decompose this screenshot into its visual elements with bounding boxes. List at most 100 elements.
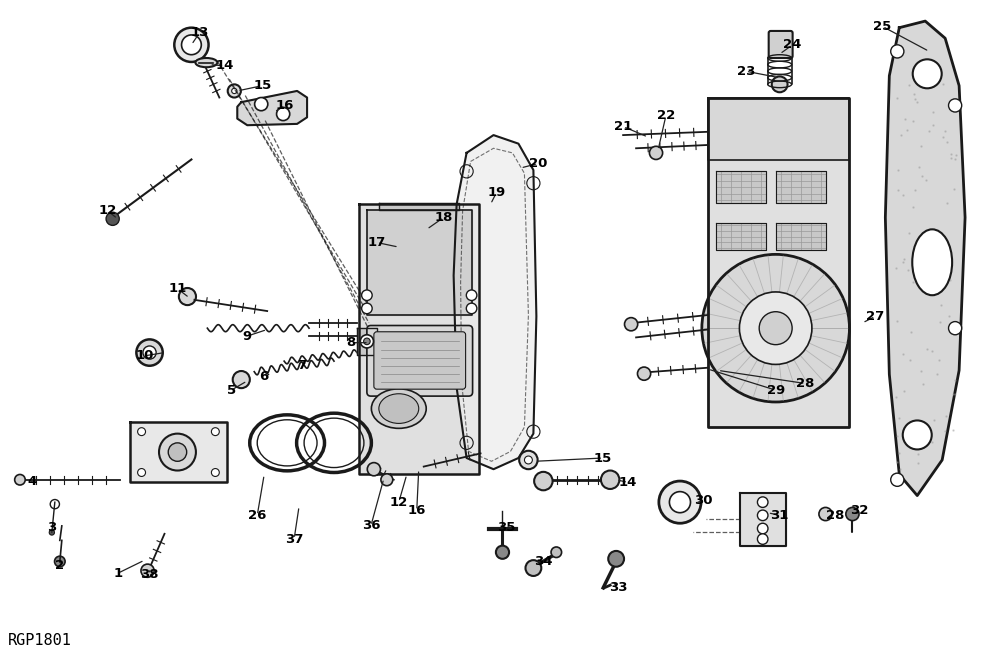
Text: 9: 9 — [242, 330, 252, 343]
Text: 14: 14 — [619, 476, 637, 489]
Polygon shape — [776, 223, 826, 250]
Text: 30: 30 — [694, 494, 712, 507]
Text: 36: 36 — [362, 519, 380, 532]
Circle shape — [948, 322, 962, 335]
Circle shape — [138, 469, 146, 476]
Text: 28: 28 — [797, 377, 815, 390]
Circle shape — [168, 443, 186, 461]
Circle shape — [362, 303, 372, 314]
Text: 29: 29 — [767, 384, 785, 397]
Circle shape — [137, 339, 163, 366]
Circle shape — [496, 546, 509, 559]
Text: 25: 25 — [873, 20, 891, 33]
Circle shape — [702, 254, 849, 402]
Text: 20: 20 — [529, 157, 547, 170]
Text: 17: 17 — [368, 236, 386, 249]
Circle shape — [525, 560, 541, 576]
Ellipse shape — [195, 58, 217, 67]
Text: 13: 13 — [190, 26, 208, 40]
Polygon shape — [716, 171, 766, 203]
Text: 27: 27 — [866, 310, 884, 323]
Text: 8: 8 — [346, 336, 356, 349]
Text: 28: 28 — [827, 509, 844, 522]
Circle shape — [467, 290, 477, 301]
Text: 2: 2 — [55, 559, 65, 572]
Text: 35: 35 — [498, 521, 515, 534]
Text: RGP1801: RGP1801 — [8, 633, 72, 648]
Circle shape — [362, 290, 372, 301]
Polygon shape — [708, 98, 849, 427]
Circle shape — [601, 471, 619, 489]
Circle shape — [608, 551, 624, 567]
Circle shape — [49, 530, 55, 535]
Circle shape — [659, 481, 701, 523]
Text: 14: 14 — [215, 59, 233, 72]
Circle shape — [551, 547, 561, 558]
Circle shape — [669, 492, 691, 513]
Circle shape — [106, 212, 120, 225]
Text: 10: 10 — [136, 349, 154, 362]
Polygon shape — [740, 493, 786, 546]
Circle shape — [467, 303, 477, 314]
Circle shape — [649, 146, 663, 159]
Circle shape — [211, 428, 219, 436]
Text: 16: 16 — [276, 99, 294, 112]
Text: 26: 26 — [248, 509, 266, 522]
Circle shape — [758, 497, 768, 507]
Circle shape — [143, 346, 157, 359]
Circle shape — [637, 367, 651, 380]
Polygon shape — [454, 135, 536, 469]
Circle shape — [178, 288, 196, 305]
Ellipse shape — [912, 229, 952, 295]
Text: 37: 37 — [285, 532, 303, 546]
Text: 21: 21 — [614, 120, 632, 133]
Text: 34: 34 — [534, 555, 552, 568]
Polygon shape — [716, 223, 766, 250]
Text: 6: 6 — [259, 370, 269, 384]
Polygon shape — [776, 171, 826, 203]
Circle shape — [364, 338, 370, 345]
Text: 7: 7 — [297, 359, 307, 372]
FancyBboxPatch shape — [367, 326, 473, 396]
Circle shape — [819, 507, 832, 521]
Text: 4: 4 — [27, 474, 37, 488]
Polygon shape — [367, 210, 472, 315]
Text: 22: 22 — [657, 109, 675, 122]
Text: 33: 33 — [609, 581, 627, 594]
Circle shape — [772, 76, 788, 92]
Text: 12: 12 — [99, 204, 117, 217]
Circle shape — [231, 88, 237, 94]
FancyBboxPatch shape — [374, 331, 466, 389]
Circle shape — [55, 556, 65, 567]
Circle shape — [138, 428, 146, 436]
Text: 19: 19 — [488, 186, 505, 199]
Circle shape — [360, 335, 374, 348]
Circle shape — [759, 312, 793, 345]
Circle shape — [758, 523, 768, 534]
Circle shape — [381, 474, 393, 486]
Polygon shape — [885, 21, 965, 496]
Circle shape — [367, 463, 381, 476]
Text: 24: 24 — [784, 38, 802, 51]
Circle shape — [902, 420, 932, 449]
Circle shape — [276, 107, 290, 121]
Circle shape — [254, 98, 268, 111]
Text: 16: 16 — [408, 504, 426, 517]
Circle shape — [174, 28, 208, 62]
Polygon shape — [357, 328, 377, 355]
Polygon shape — [237, 91, 307, 125]
Polygon shape — [708, 98, 849, 160]
Text: 15: 15 — [253, 79, 271, 92]
Circle shape — [948, 99, 962, 112]
Circle shape — [758, 510, 768, 521]
Circle shape — [159, 434, 196, 471]
Ellipse shape — [379, 393, 419, 423]
Circle shape — [519, 451, 537, 469]
Circle shape — [524, 456, 532, 464]
Circle shape — [15, 474, 25, 485]
Circle shape — [141, 564, 155, 577]
Text: 18: 18 — [435, 211, 453, 224]
Circle shape — [845, 507, 859, 521]
Circle shape — [211, 469, 219, 476]
Circle shape — [912, 59, 942, 88]
